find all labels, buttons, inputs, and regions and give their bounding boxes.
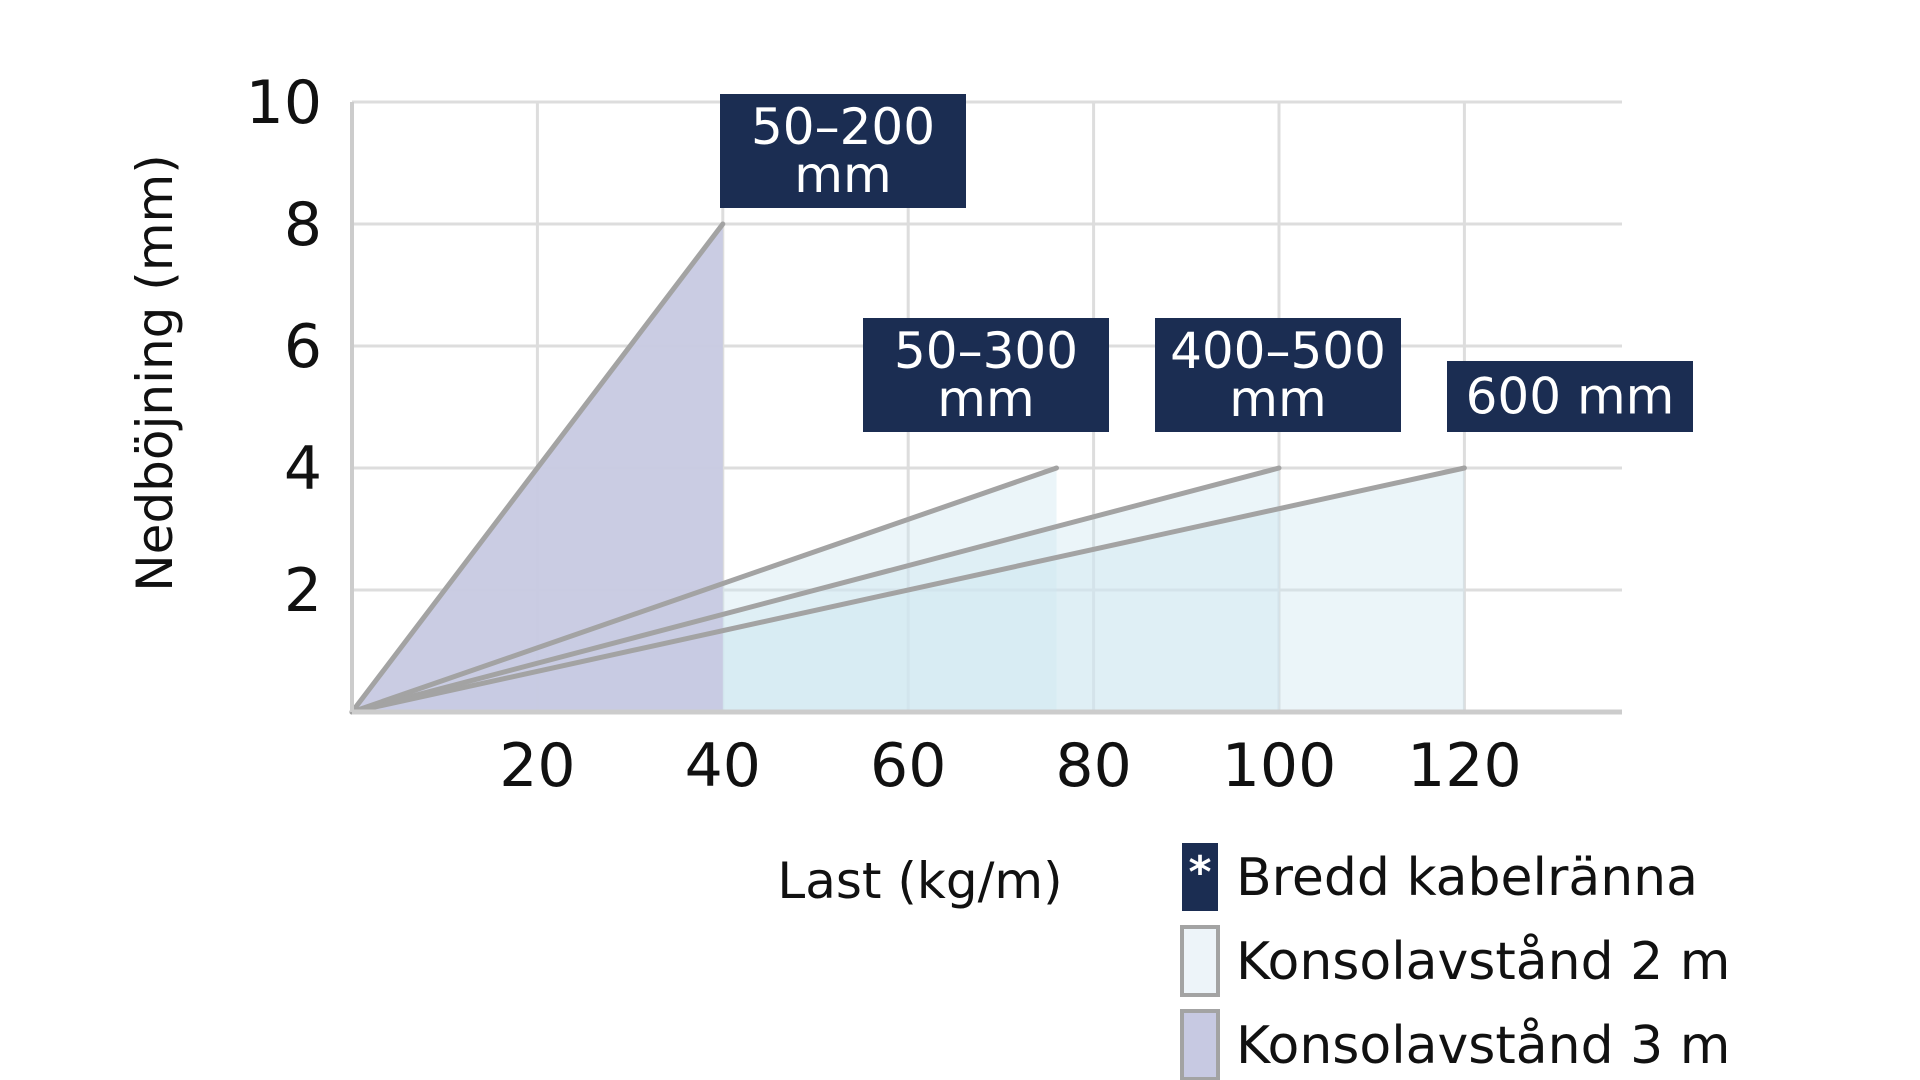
series-line-3 <box>349 465 1467 715</box>
legend-swatch-konsol3 <box>1180 1009 1220 1080</box>
series-label-text: mm <box>937 370 1034 428</box>
x-tick-label: 80 <box>1055 731 1131 801</box>
series-label-text: 600 mm <box>1466 368 1675 426</box>
x-tick-label: 20 <box>499 731 575 801</box>
x-tick-label: 100 <box>1222 731 1337 801</box>
series-label-text: 50–200 <box>751 98 935 156</box>
y-tick-label: 8 <box>284 190 322 260</box>
legend-marker: * <box>1188 847 1211 898</box>
series-label-text: mm <box>1229 370 1326 428</box>
series-label-text: 50–300 <box>894 322 1078 380</box>
axes <box>350 102 1622 715</box>
series-line-1 <box>349 465 1060 715</box>
series-line-0 <box>349 221 726 715</box>
x-tick-label: 120 <box>1407 731 1522 801</box>
series-line-2 <box>349 465 1282 715</box>
y-tick-label: 2 <box>284 556 322 626</box>
legend-label: Konsolavstånd 2 m <box>1236 932 1730 992</box>
series-label-box <box>1155 318 1401 432</box>
x-tick-label: 60 <box>870 731 946 801</box>
x-axis-title: Last (kg/m) <box>777 852 1062 910</box>
series-label-box <box>720 94 966 208</box>
y-axis-title: Nedböjning (mm) <box>126 154 184 591</box>
series-label-box <box>1447 361 1693 432</box>
x-tick-label: 40 <box>685 731 761 801</box>
series-label-text: 400–500 <box>1170 322 1386 380</box>
tick-labels: 20 40 60 80 100 120 2 4 6 8 10 <box>246 68 1522 801</box>
series-lines <box>349 221 1467 715</box>
series-label-box <box>863 318 1109 432</box>
legend-label: Konsolavstånd 3 m <box>1236 1016 1730 1076</box>
legend-label: Bredd kabelränna <box>1236 848 1698 908</box>
y-tick-label: 10 <box>246 68 322 138</box>
legend: * Bredd kabelränna Konsolavstånd 2 m Konsol… <box>1180 843 1730 1080</box>
legend-swatch-konsol2 <box>1180 925 1220 997</box>
legend-swatch-badge <box>1182 843 1218 911</box>
y-tick-label: 4 <box>284 434 322 504</box>
series-label-text: mm <box>794 146 891 204</box>
y-tick-label: 6 <box>284 312 322 382</box>
